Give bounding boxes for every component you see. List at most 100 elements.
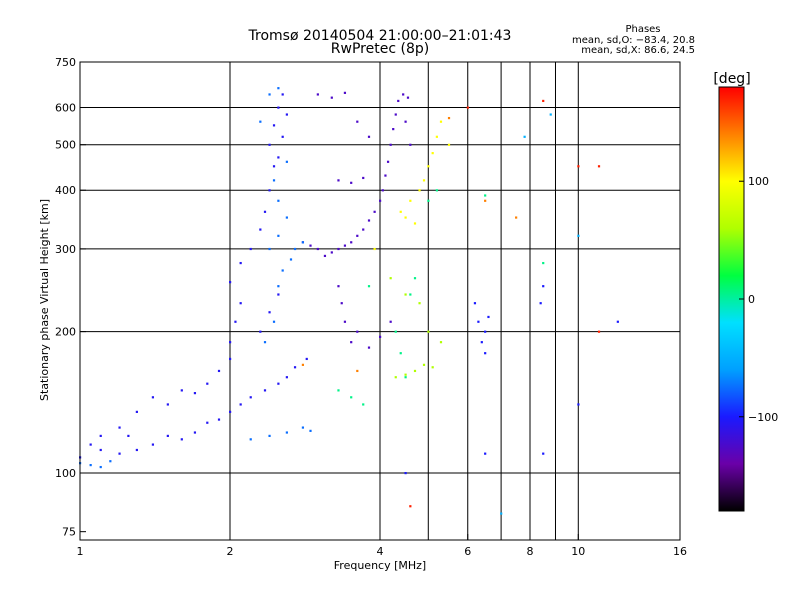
data-point xyxy=(350,241,353,244)
data-point xyxy=(272,179,276,182)
data-point xyxy=(268,434,271,438)
data-point xyxy=(285,216,288,219)
colorbar-tick-label: −100 xyxy=(748,411,778,424)
data-point xyxy=(409,293,412,296)
data-point xyxy=(293,247,297,251)
data-point xyxy=(259,228,262,231)
data-point xyxy=(577,165,580,168)
data-point xyxy=(99,434,102,438)
data-point xyxy=(394,376,397,379)
data-point xyxy=(259,330,262,333)
data-point xyxy=(285,160,288,163)
data-point xyxy=(418,189,421,192)
data-point xyxy=(272,320,276,323)
data-point xyxy=(422,363,426,366)
y-tick-label: 600 xyxy=(55,102,76,115)
data-point xyxy=(418,302,421,305)
data-point xyxy=(439,341,443,344)
data-point xyxy=(435,189,438,192)
data-point xyxy=(272,165,276,168)
data-point xyxy=(277,156,280,159)
data-point xyxy=(99,465,102,469)
data-point xyxy=(239,302,242,305)
data-point xyxy=(118,426,121,429)
y-axis-label: Stationary phase Virtual Height [km] xyxy=(38,199,51,401)
data-point xyxy=(367,219,371,222)
data-point xyxy=(597,330,601,333)
data-point xyxy=(406,96,410,99)
data-point xyxy=(447,143,451,146)
data-point xyxy=(301,426,305,429)
y-tick-label: 75 xyxy=(62,526,76,539)
data-point xyxy=(337,285,340,288)
data-point xyxy=(379,335,382,338)
data-point xyxy=(616,320,619,323)
data-point xyxy=(330,251,333,254)
data-point xyxy=(285,113,288,116)
data-point xyxy=(381,189,384,192)
data-point xyxy=(367,135,371,138)
axis-ticks: 1 2 4 6 8 10 16 75 100 200 300 400 500 600 750 xyxy=(55,56,687,558)
y-tick-label: 750 xyxy=(55,56,76,69)
y-tick-label: 100 xyxy=(55,467,76,480)
data-point xyxy=(500,512,503,515)
data-point xyxy=(193,392,197,395)
data-point xyxy=(277,285,280,288)
data-point xyxy=(263,341,267,344)
x-tick-label: 6 xyxy=(464,545,471,558)
data-point xyxy=(309,244,312,247)
data-points xyxy=(79,87,619,515)
chart-title: Tromsø 20140504 21:00:00–21:01:43 xyxy=(248,28,512,44)
data-point xyxy=(397,99,400,103)
data-point xyxy=(427,165,430,168)
colorbar-label: [deg] xyxy=(713,71,750,87)
data-point xyxy=(217,418,221,421)
y-tick-label: 300 xyxy=(55,243,76,256)
data-point xyxy=(542,261,545,265)
data-point xyxy=(337,389,340,392)
colorbar-tick-label: 100 xyxy=(748,175,769,188)
data-point xyxy=(466,106,469,109)
data-point xyxy=(409,143,412,146)
data-point xyxy=(166,434,169,438)
data-point xyxy=(447,116,451,120)
data-point xyxy=(439,120,443,123)
data-point xyxy=(394,113,397,116)
data-point xyxy=(386,160,390,163)
data-point xyxy=(151,396,155,399)
data-point xyxy=(229,410,232,413)
data-point xyxy=(343,244,347,247)
data-point xyxy=(330,96,333,99)
data-point xyxy=(422,179,426,182)
data-point xyxy=(89,443,92,446)
data-point xyxy=(402,93,405,96)
data-point xyxy=(305,357,308,361)
data-point xyxy=(484,352,487,355)
data-point xyxy=(206,382,209,385)
data-point xyxy=(337,247,340,251)
data-point xyxy=(89,463,92,467)
data-point xyxy=(413,222,417,225)
data-point xyxy=(166,403,169,406)
data-point xyxy=(367,285,371,288)
y-tick-label: 200 xyxy=(55,326,76,339)
data-point xyxy=(431,152,434,155)
data-point xyxy=(249,438,252,441)
data-point xyxy=(229,281,232,284)
data-point xyxy=(268,247,271,251)
data-point xyxy=(389,143,392,146)
data-point xyxy=(277,199,280,202)
data-point xyxy=(399,210,402,213)
data-point xyxy=(362,176,365,180)
colorbar-tick-label: 0 xyxy=(748,293,755,306)
stats-line-x: mean, sd,X: 86.6, 24.5 xyxy=(581,45,695,56)
stats-line-o: mean, sd,O: −83.4, 20.8 xyxy=(572,35,695,46)
x-tick-label: 4 xyxy=(377,545,384,558)
data-point xyxy=(234,320,237,323)
data-point xyxy=(523,135,526,138)
data-point xyxy=(99,448,102,452)
data-point xyxy=(404,293,407,296)
data-point xyxy=(350,396,353,399)
data-point xyxy=(259,120,262,123)
